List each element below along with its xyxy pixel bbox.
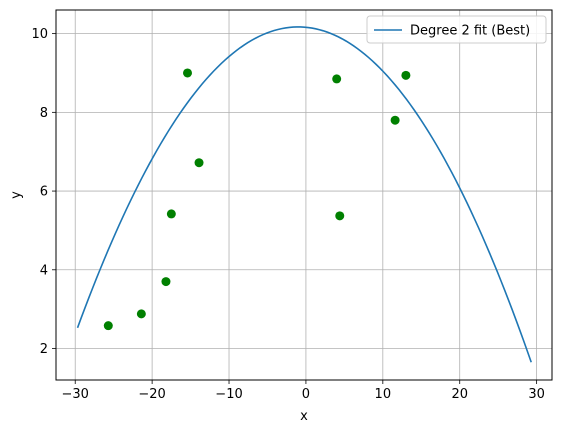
ticks: −30 −20 −10 0 10 20 30 2 4 6 8 10 [31,27,544,402]
y-axis-label: y [9,191,24,199]
data-point [166,209,176,219]
y-tick-label: 8 [40,106,48,121]
x-tick-label: −30 [62,387,89,402]
data-point [182,68,192,78]
data-point [332,74,342,84]
data-points [103,68,411,331]
x-tick-label: 10 [375,387,392,402]
x-tick-label: −20 [138,387,165,402]
data-point [335,211,345,221]
legend-entry-fit: Degree 2 fit (Best) [410,24,530,39]
x-axis-label: x [300,409,308,424]
legend-box [366,15,547,44]
grid [56,10,552,380]
x-tick-label: −10 [215,387,242,402]
data-point [401,70,411,80]
data-point [103,321,113,331]
y-tick-label: 6 [40,185,48,200]
data-point [390,115,400,125]
data-point [136,309,146,319]
data-point [194,158,204,168]
x-tick-label: 0 [302,387,310,402]
x-tick-label: 30 [528,387,545,402]
y-tick-label: 2 [40,342,48,357]
legend: Degree 2 fit (Best) [366,15,547,44]
y-tick-label: 4 [40,263,48,278]
plot-background [56,10,552,380]
plot-frame [55,9,553,381]
x-tick-label: 20 [451,387,468,402]
data-point [161,277,171,287]
fit-line [76,26,532,363]
y-tick-label: 10 [31,27,48,42]
